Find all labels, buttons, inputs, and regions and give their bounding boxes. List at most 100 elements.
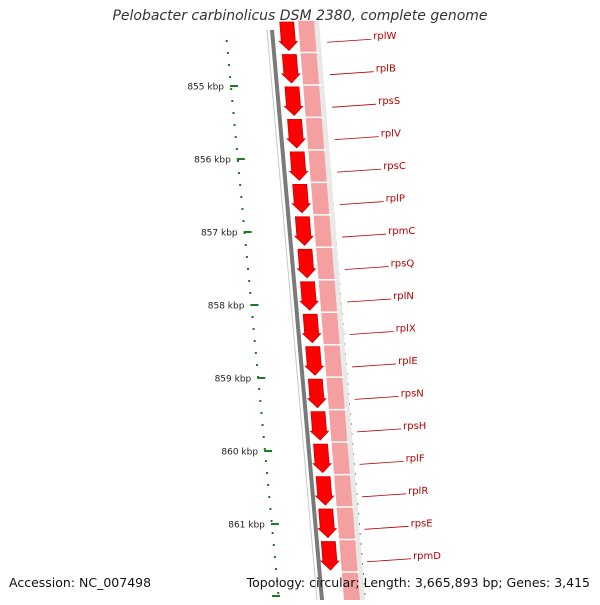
gene-leader-line xyxy=(347,298,392,303)
ruler-dot xyxy=(268,496,271,498)
ruler-dot xyxy=(238,172,241,174)
gene-label-rpsS: rpsS xyxy=(378,96,400,107)
gene-label-rpsH: rpsH xyxy=(403,421,426,432)
ruler-dot xyxy=(252,328,255,330)
ruler-dot xyxy=(251,316,254,318)
ruler-dot xyxy=(275,568,278,570)
accession-text: Accession: NC_007498 xyxy=(9,575,152,590)
topology-text: Topology: circular; Length: 3,665,893 bp… xyxy=(246,575,590,590)
genome-backbone xyxy=(266,29,324,601)
cds-track-edge xyxy=(314,20,365,600)
ruler-dot xyxy=(264,460,267,462)
ruler-dot xyxy=(255,364,258,366)
ruler-dot xyxy=(266,472,269,474)
ruler-tick-label: 857 kbp xyxy=(201,229,238,239)
ruler-dot xyxy=(272,544,275,546)
gene-arrow-rplP xyxy=(291,183,312,214)
ruler-dot xyxy=(231,100,234,102)
gene-leader-line xyxy=(334,136,379,141)
gene-arrow-rpsQ xyxy=(296,248,317,279)
ruler-dot xyxy=(233,124,236,126)
ruler-dot xyxy=(269,508,272,510)
gene-label-rplN: rplN xyxy=(393,291,414,302)
gene-arrow-rplR xyxy=(314,476,335,506)
gene-arrow-rpmC xyxy=(293,216,314,246)
ruler-tick-label: 858 kbp xyxy=(208,302,245,312)
gene-arrow-rpsN xyxy=(306,378,327,409)
ruler-dot xyxy=(229,76,232,78)
ruler-dot xyxy=(261,424,264,426)
ruler-dot xyxy=(240,196,243,198)
ruler-dot xyxy=(232,112,235,114)
gene-leader-line xyxy=(342,233,387,238)
gene-arrow-rpsH xyxy=(309,411,330,441)
cds-track xyxy=(298,19,365,600)
gene-arrow-rpmD xyxy=(319,541,340,571)
gene-label-rplE: rplE xyxy=(398,356,418,367)
ruler-tick-label: 861 kbp xyxy=(228,521,265,531)
ruler-dot xyxy=(234,136,237,138)
gene-leader-line xyxy=(344,266,389,270)
position-ruler: 855 kbp 856 kbp 857 kbp 858 kbp 859 kbp 860 k… xyxy=(187,40,280,597)
gene-leader-line xyxy=(332,103,377,108)
gene-leader-line xyxy=(329,71,374,76)
ruler-dot xyxy=(226,52,229,54)
gene-leader-line xyxy=(349,331,394,335)
gene-leader-line xyxy=(352,363,397,368)
gene-label-rpsC: rpsC xyxy=(383,161,406,172)
ruler-dot xyxy=(242,220,245,222)
gene-arrow-rpsE xyxy=(317,508,338,539)
map-title: Pelobacter carbinolicus DSM 2380, comple… xyxy=(112,8,488,24)
ruler-dot xyxy=(271,532,274,534)
gene-arrow-rplN xyxy=(299,281,320,311)
gene-label-rpmD: rpmD xyxy=(413,551,441,562)
gene-label-rplV: rplV xyxy=(381,129,401,140)
gene-label-rplB: rplB xyxy=(376,64,396,75)
ruler-dot xyxy=(259,400,262,402)
backbone-edge xyxy=(266,29,318,601)
gene-leader-line xyxy=(364,525,409,530)
ruler-dot xyxy=(273,556,276,558)
ruler-dot xyxy=(254,352,257,354)
gene-arrow-rplV xyxy=(286,119,307,149)
ruler-dot xyxy=(235,148,238,150)
gene-arrow-rplX xyxy=(301,313,322,344)
ruler-dot xyxy=(244,244,247,246)
gene-arrow-rplW xyxy=(278,21,299,52)
backbone-line xyxy=(270,29,324,601)
ruler-dot xyxy=(236,160,239,162)
gene-label-rplP: rplP xyxy=(386,194,405,205)
gene-label-rplX: rplX xyxy=(396,323,416,334)
ruler-tick-label: 855 kbp xyxy=(187,83,224,93)
ruler-dot xyxy=(247,268,250,270)
ruler-dot xyxy=(260,412,263,414)
gene-label-rpsE: rpsE xyxy=(411,518,433,529)
gene-label-rpmC: rpmC xyxy=(388,226,415,237)
gene-leader-line xyxy=(362,493,407,498)
gene-leader-line xyxy=(359,460,404,465)
ruler-tick-label: 856 kbp xyxy=(194,156,231,166)
ruler-dot xyxy=(249,292,252,294)
gene-leader-line xyxy=(327,38,372,43)
ruler-dot xyxy=(262,436,265,438)
ruler-dot xyxy=(258,388,261,390)
gene-leader-line xyxy=(337,168,382,173)
ruler-dot xyxy=(267,484,270,486)
gene-leader-line xyxy=(367,558,412,563)
gene-arrow-rpsS xyxy=(283,86,304,116)
ruler-dot xyxy=(225,40,228,42)
ruler-tick-label: 860 kbp xyxy=(221,448,258,458)
gene-label-rplW: rplW xyxy=(373,31,396,42)
gene-leader-line xyxy=(357,428,402,433)
ruler-dot xyxy=(270,520,273,522)
ruler-dot xyxy=(227,64,230,66)
gene-label-rplR: rplR xyxy=(408,486,428,497)
ruler-dot xyxy=(253,340,256,342)
gene-track xyxy=(278,21,340,571)
ruler-dot xyxy=(245,256,248,258)
ruler-dot xyxy=(230,88,233,90)
gene-leader-line xyxy=(339,201,384,205)
gene-label-rpsN: rpsN xyxy=(401,388,424,399)
cds-track-band xyxy=(298,20,360,600)
